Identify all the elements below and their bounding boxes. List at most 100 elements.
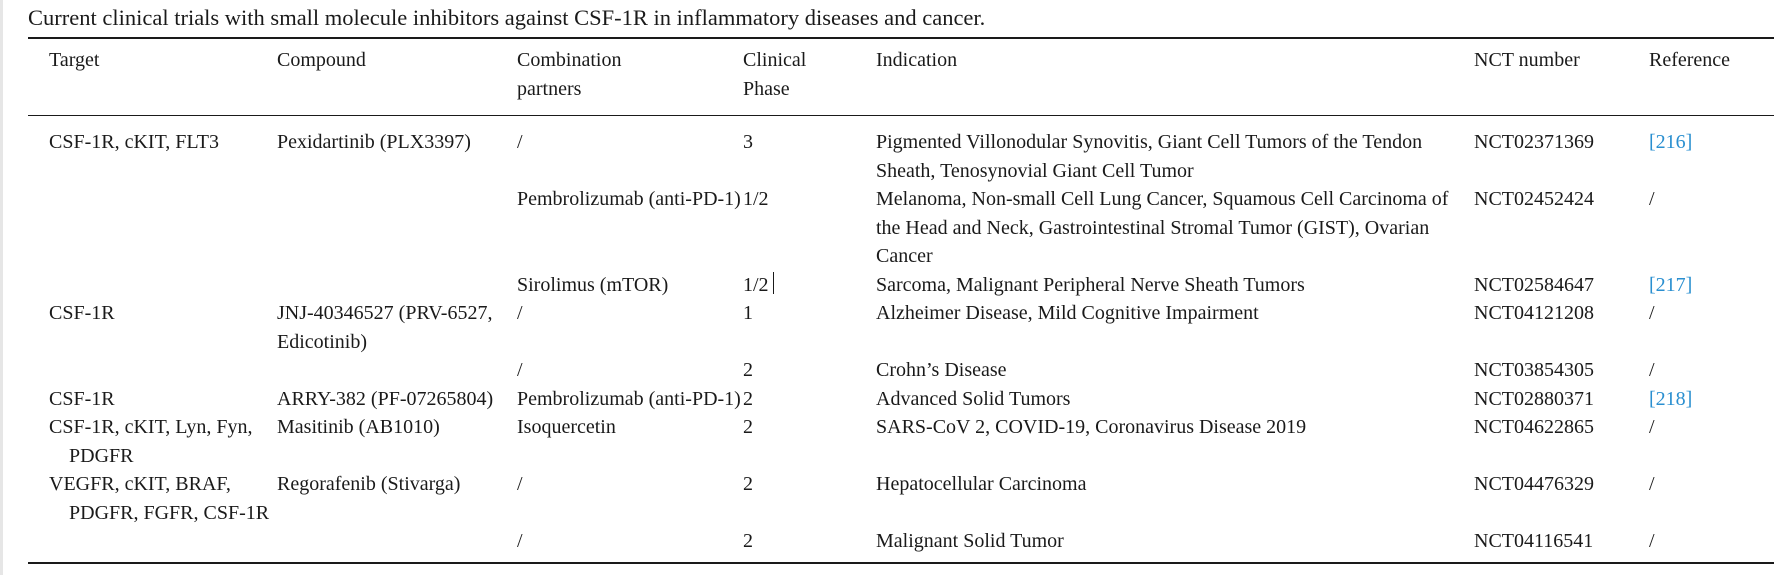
cell-phase: 2 [743,527,876,562]
cell-partners: / [517,356,743,385]
text-cursor [772,271,775,294]
cell-target-text: VEGFR, cKIT, BRAF, PDGFR, FGFR, CSF-1R [49,473,270,524]
cell-indication: Malignant Solid Tumor [876,527,1474,562]
cell-reference: [216] [1649,116,1775,185]
cell-phase: 1 [743,299,876,356]
cell-compound [277,527,517,562]
reference-link[interactable]: [218] [1649,387,1693,410]
header-nct-label: NCT number [1474,49,1580,71]
cell-reference: [218] [1649,385,1775,414]
cell-partners: Sirolimus (mTOR) [517,271,743,300]
cell-reference: / [1649,470,1775,527]
cell-indication-text: SARS-CoV 2, COVID-19, Coronavirus Diseas… [876,416,1307,438]
cell-partners: / [517,116,743,185]
cell-partners-text: / [517,473,523,495]
table-row: / 2 Malignant Solid Tumor NCT04116541 / [28,527,1775,562]
cell-partners-text: / [517,359,523,381]
cell-compound-text: ARRY-382 (PF-07265804) [277,387,494,410]
cell-indication: Hepatocellular Carcinoma [876,470,1474,527]
header-target-label: Target [49,49,100,71]
cell-reference-text: / [1649,302,1655,324]
cell-indication-text: Sarcoma, Malignant Peripheral Nerve Shea… [876,273,1305,296]
cell-partners-text: / [517,302,523,324]
cell-phase: 2 [743,413,876,470]
cell-partners-text: / [517,131,523,153]
cell-indication-text: Advanced Solid Tumors [876,387,1071,410]
cell-target [28,527,277,562]
cell-phase-text: 1 [743,302,753,324]
cell-indication-text: Malignant Solid Tumor [876,530,1064,552]
cell-reference-text: / [1649,188,1655,210]
cell-reference: / [1649,413,1775,470]
cell-nct-text: NCT02371369 [1474,131,1594,153]
header-compound-label: Compound [277,49,366,71]
table: Target Compound Combination partners Clin… [28,39,1775,115]
table-bottom-rule [28,561,1774,564]
cell-phase-text: 1/2 [743,188,769,210]
cell-reference: / [1649,299,1775,356]
cell-target-text: CSF-1R, cKIT, Lyn, Fyn, PDGFR [49,416,253,467]
table-header: Target Compound Combination partners Clin… [28,39,1775,115]
table-row: VEGFR, cKIT, BRAF, PDGFR, FGFR, CSF-1R R… [28,470,1775,527]
cell-phase: 1/2 [743,271,876,300]
cell-phase-text: 2 [743,416,753,438]
cell-target [28,185,277,271]
header-partners-line-2: partners [517,77,582,100]
cell-reference: / [1649,185,1775,271]
cell-compound-text: Regorafenib (Stivarga) [277,473,461,495]
cell-partners-text: Pembrolizumab (anti-PD-1) [517,188,741,210]
cell-nct-text: NCT04622865 [1474,416,1594,438]
cell-partners-text: Pembrolizumab (anti-PD-1) [517,387,741,410]
cell-nct: NCT02452424 [1474,185,1649,271]
cell-target-text: CSF-1R, cKIT, FLT3 [49,131,220,153]
cell-partners: Pembrolizumab (anti-PD-1) [517,385,743,414]
header-target: Target [28,39,277,115]
header-reference-label: Reference [1649,49,1731,71]
cell-nct: NCT03854305 [1474,356,1649,385]
cell-indication: Sarcoma, Malignant Peripheral Nerve Shea… [876,271,1474,300]
cell-indication-text: Hepatocellular Carcinoma [876,473,1087,495]
cell-phase-text: 2 [743,473,753,495]
cell-phase-text: 2 [743,530,753,552]
header-row: Target Compound Combination partners Clin… [28,39,1775,115]
header-nct: NCT number [1474,39,1649,115]
cell-nct-text: NCT02880371 [1474,387,1594,410]
cell-partners: / [517,470,743,527]
cell-nct-text: NCT02584647 [1474,273,1594,296]
cell-indication: Advanced Solid Tumors [876,385,1474,414]
table-row: CSF-1R, cKIT, Lyn, Fyn, PDGFR Masitinib … [28,413,1775,470]
cell-phase: 2 [743,470,876,527]
cell-indication: Alzheimer Disease, Mild Cognitive Impair… [876,299,1474,356]
cell-reference-text: / [1649,473,1655,495]
header-phase: Clinical Phase [743,39,876,115]
cell-nct-text: NCT04121208 [1474,302,1594,324]
reference-link[interactable]: [216] [1649,131,1693,153]
cell-indication-text: Alzheimer Disease, Mild Cognitive Impair… [876,302,1259,324]
table-row: CSF-1R, cKIT, FLT3 Pexidartinib (PLX3397… [28,116,1775,185]
cell-indication-text: Crohn’s Disease [876,359,1007,381]
reference-link[interactable]: [217] [1649,273,1693,296]
header-compound: Compound [277,39,517,115]
cell-partners: Isoquercetin [517,413,743,470]
cell-partners-text: Sirolimus (mTOR) [517,273,669,296]
cell-partners: / [517,299,743,356]
cell-nct: NCT04121208 [1474,299,1649,356]
cell-partners-text: Isoquercetin [517,416,616,438]
clinical-trials-table: Target Compound Combination partners Clin… [28,37,1774,564]
cell-target-text: CSF-1R [49,387,115,410]
cell-compound [277,271,517,300]
cell-phase: 2 [743,356,876,385]
header-reference: Reference [1649,39,1775,115]
cell-indication: Pigmented Villonodular Synovitis, Giant … [876,116,1474,185]
cell-nct: NCT02371369 [1474,116,1649,185]
cell-nct: NCT02584647 [1474,271,1649,300]
cell-nct-text: NCT04116541 [1474,530,1594,552]
cell-phase: 1/2 [743,185,876,271]
cell-reference-text: / [1649,416,1655,438]
cell-nct-text: NCT04476329 [1474,473,1594,495]
cell-target: CSF-1R, cKIT, Lyn, Fyn, PDGFR [28,413,277,470]
table-top-rule [28,37,1774,39]
table-row: / 2 Crohn’s Disease NCT03854305 / [28,356,1775,385]
table-header-rule [28,115,1774,116]
cell-compound: Regorafenib (Stivarga) [277,470,517,527]
